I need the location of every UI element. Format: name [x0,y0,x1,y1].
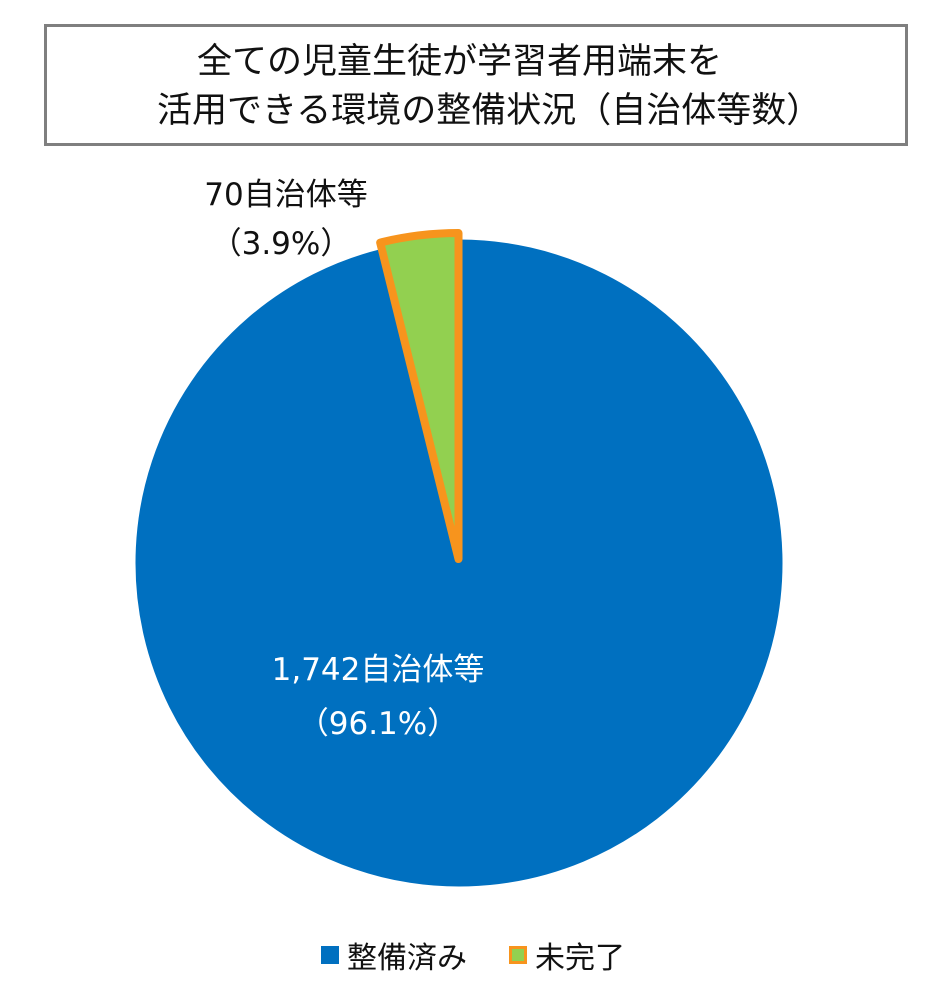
legend-swatch-complete [321,946,339,964]
legend-item-incomplete: 未完了 [509,933,625,977]
legend-label-complete: 整備済み [347,941,467,976]
slice-label-incomplete-percent: （3.9%） [211,226,352,262]
pie-slice-incomplete [376,229,463,564]
chart-title-box: 全ての児童生徒が学習者用端末を 活用できる環境の整備状況（自治体等数） [44,24,908,146]
slice-label-incomplete-count: 70自治体等 [204,177,367,213]
legend-swatch-incomplete [509,946,527,964]
chart-legend: 整備済み 未完了 [0,930,946,980]
legend-label-incomplete: 未完了 [535,941,625,976]
chart-title-line-2: 活用できる環境の整備状況（自治体等数） [157,91,822,131]
chart-title-line-1: 全ての児童生徒が学習者用端末を [197,42,723,82]
slice-label-complete-percent: （96.1%） [298,706,458,742]
slice-label-complete-count: 1,742自治体等 [272,652,485,688]
pie-chart: 1,742自治体等 （96.1%） 70自治体等 （3.9%） [135,177,783,887]
legend-item-complete: 整備済み [321,933,467,977]
